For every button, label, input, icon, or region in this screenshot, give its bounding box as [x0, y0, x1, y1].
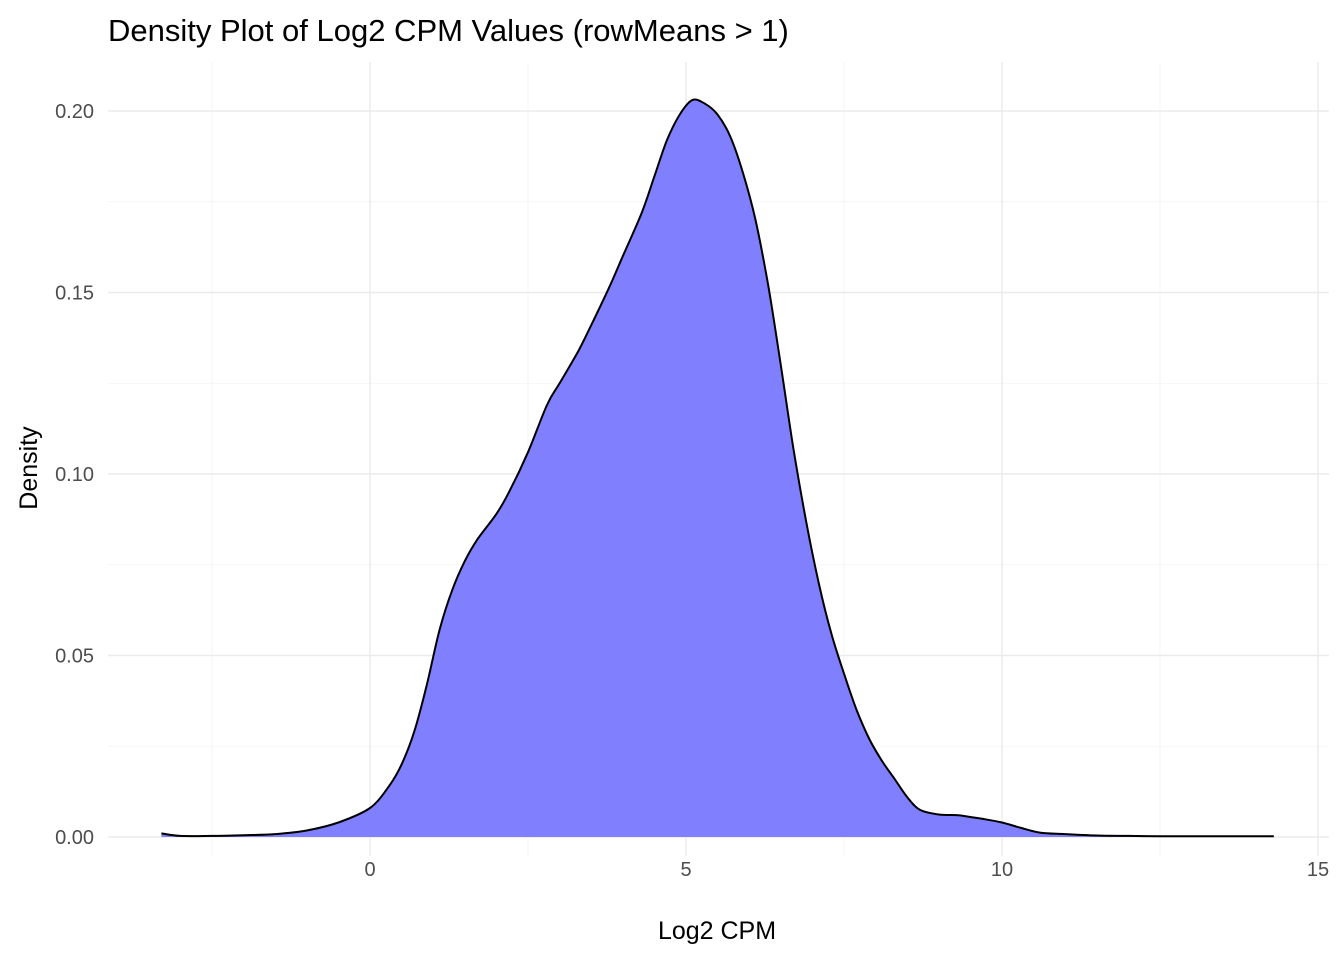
- y-axis-title: Density: [15, 426, 43, 510]
- x-tick-label: 10: [991, 859, 1013, 881]
- x-tick-label: 5: [680, 859, 691, 881]
- x-axis-title: Log2 CPM: [658, 917, 776, 945]
- y-tick-label: 0.15: [55, 283, 94, 305]
- y-tick-label: 0.10: [55, 464, 94, 486]
- y-tick-label: 0.00: [55, 827, 94, 849]
- chart-title: Density Plot of Log2 CPM Values (rowMean…: [108, 13, 789, 48]
- x-tick-label: 15: [1307, 859, 1329, 881]
- y-tick-label: 0.05: [55, 646, 94, 668]
- density-curve: [161, 98, 1274, 838]
- density-area: [161, 99, 1274, 838]
- y-axis-ticks: 0.00 0.05 0.10 0.15 0.20: [55, 101, 94, 849]
- y-tick-label: 0.20: [55, 101, 94, 123]
- x-axis-ticks: 0 5 10 15: [364, 859, 1329, 881]
- x-tick-label: 0: [364, 859, 375, 881]
